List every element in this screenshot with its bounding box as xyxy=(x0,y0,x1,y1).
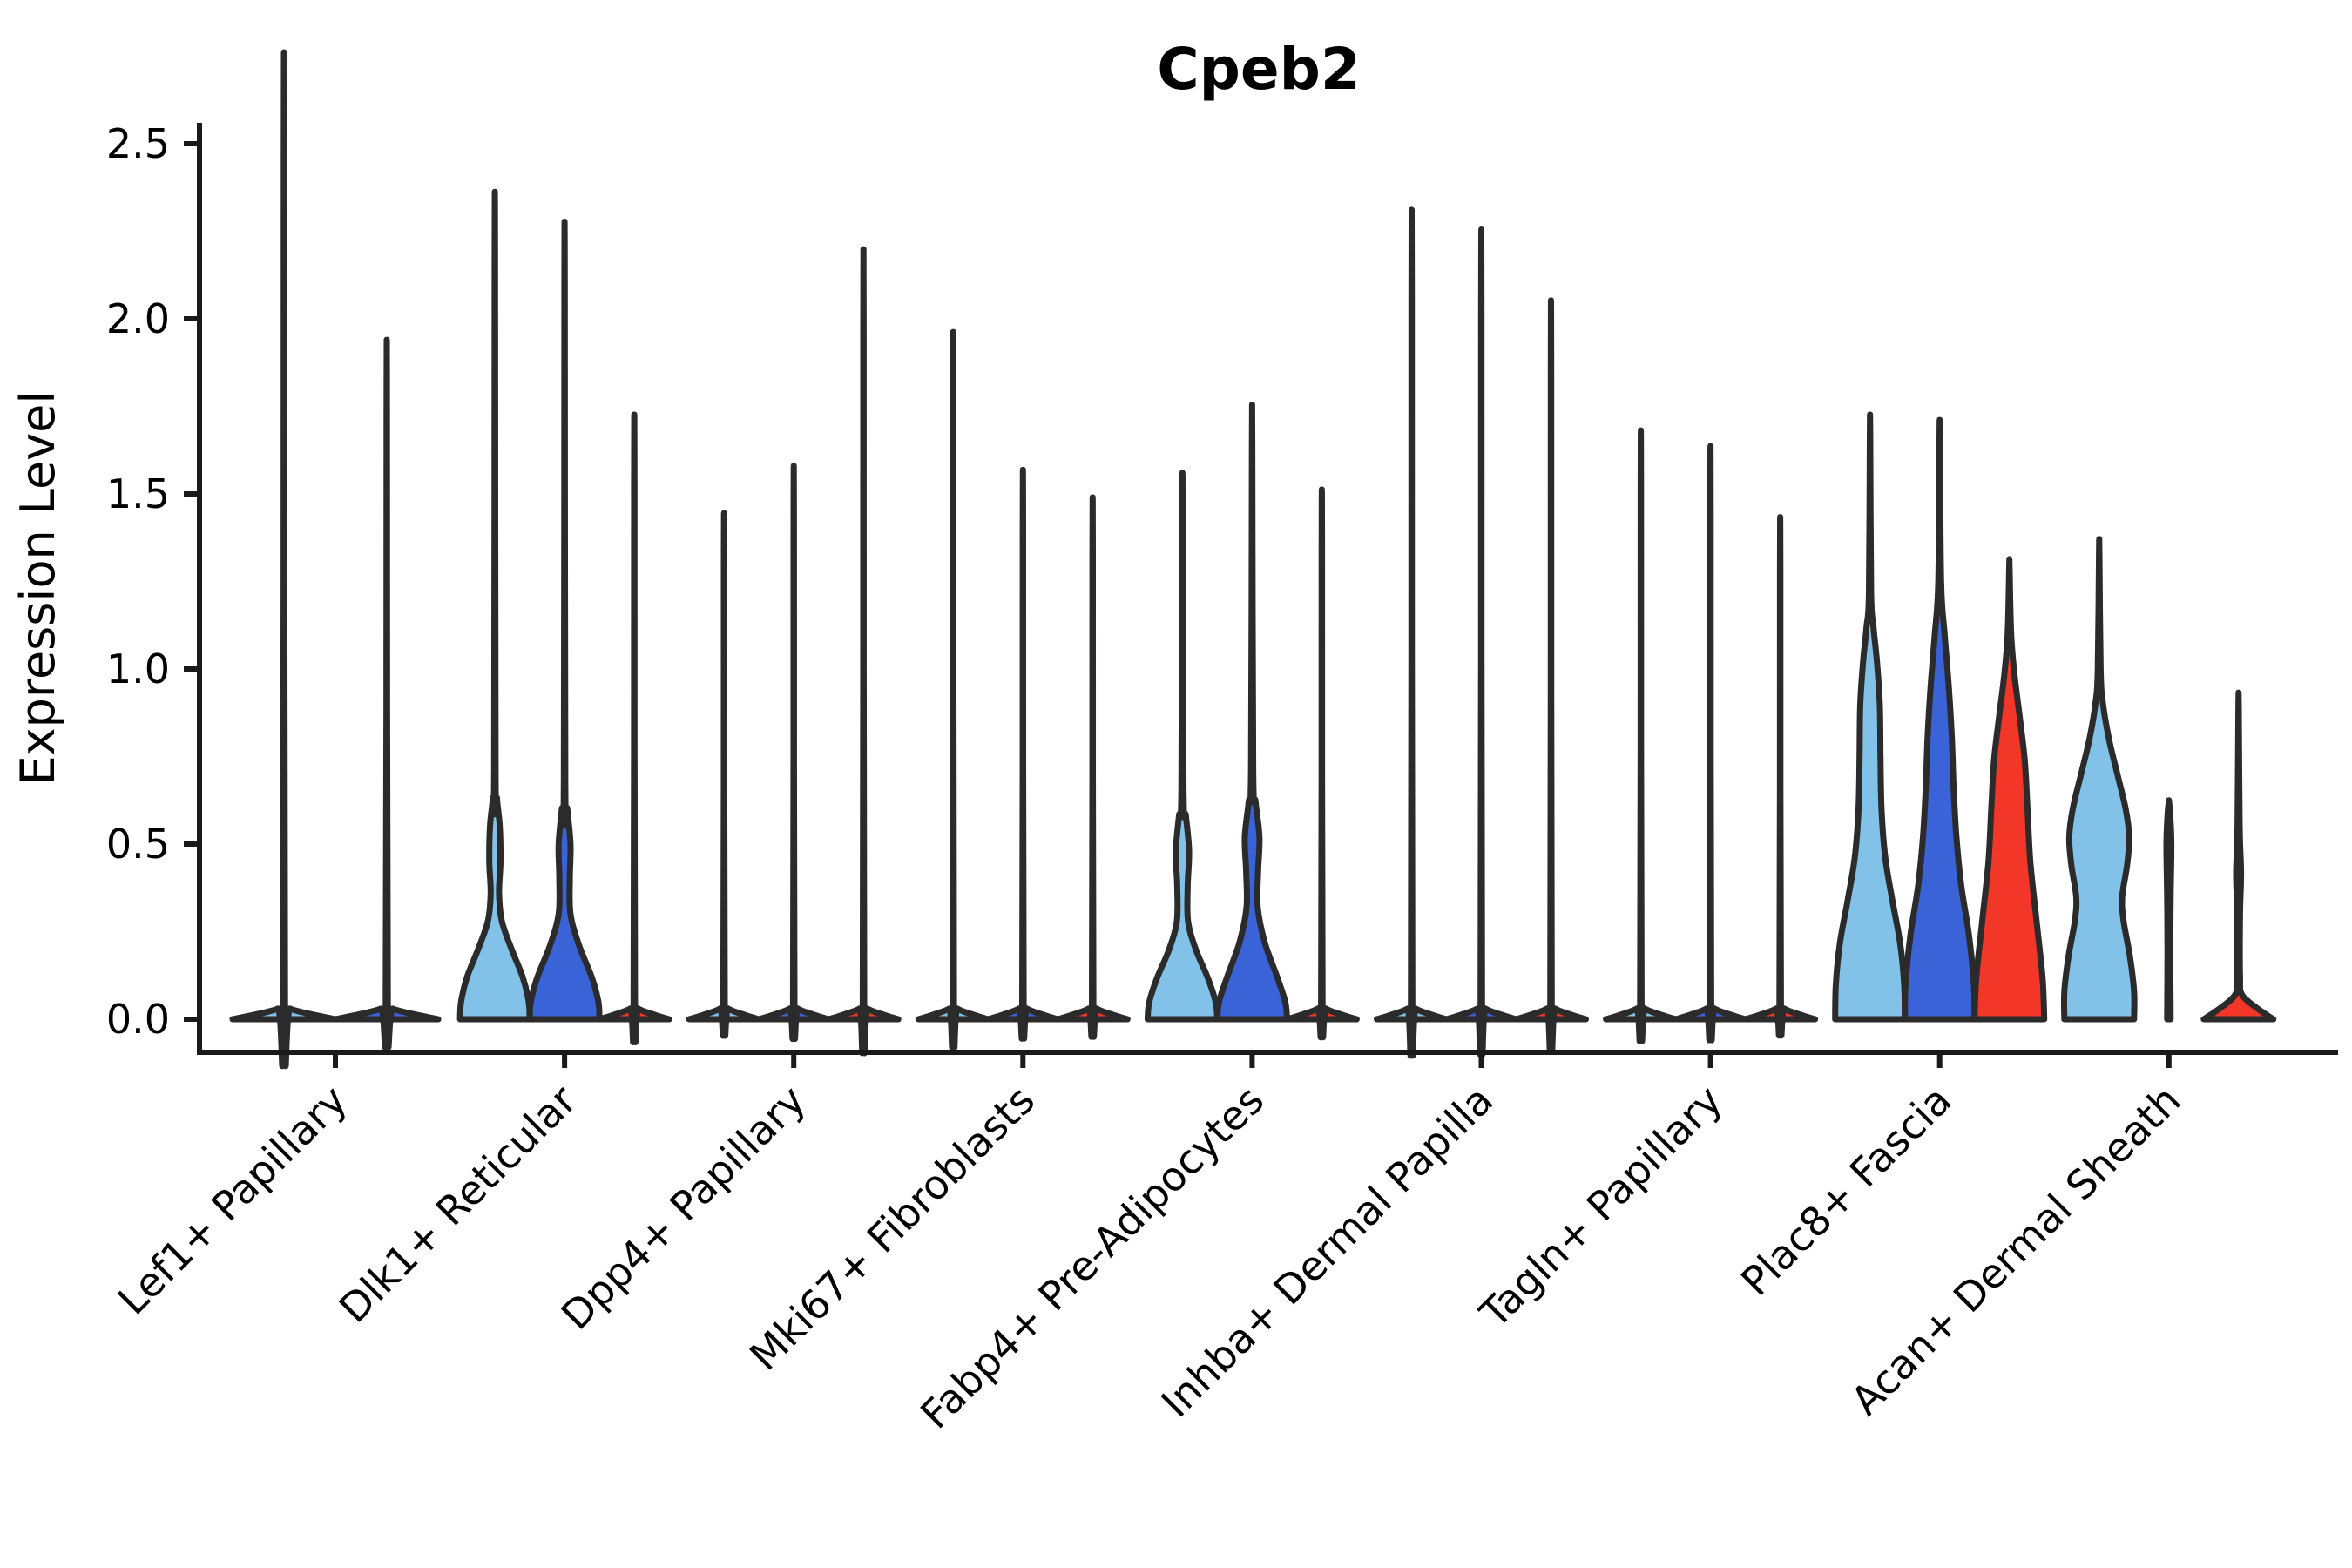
y-axis-label: Expression Level xyxy=(10,391,65,786)
x-tick-label: Dlk1+ Reticular xyxy=(330,1077,585,1332)
x-tick-label: Tagln+ Papillary xyxy=(1470,1077,1732,1338)
violin-cat5-group3 xyxy=(1513,297,1589,1053)
violin-cat1-group3 xyxy=(596,411,672,1045)
violin-cat6-group3 xyxy=(1742,514,1819,1038)
x-tick-label: Plac8+ Fascia xyxy=(1732,1077,1960,1305)
violin-cat7-group1 xyxy=(1832,411,1909,1023)
violins-layer xyxy=(229,49,2277,1069)
violin-cat7-group2 xyxy=(1902,416,1978,1023)
violin-cat2-group3 xyxy=(825,246,902,1057)
violin-cat1-group2 xyxy=(526,218,603,1023)
violin-cat6-group1 xyxy=(1603,427,1680,1044)
y-tick-label: 1.0 xyxy=(106,645,170,693)
axes-layer xyxy=(197,123,2338,1055)
violin-cat2-group1 xyxy=(686,510,762,1039)
y-tick-label: 0.5 xyxy=(106,821,170,868)
violin-cat8-group3 xyxy=(2200,689,2277,1023)
x-tick-label: Dpp4+ Papillary xyxy=(552,1077,814,1339)
x-tick-label: Lef1+ Papillary xyxy=(109,1077,356,1324)
y-tick-label: 2.5 xyxy=(106,120,170,167)
violin-cat3-group3 xyxy=(1054,494,1131,1040)
violin-cat0-group1 xyxy=(229,49,339,1069)
violin-cat7-group3 xyxy=(1971,556,2048,1023)
violin-cat4-group2 xyxy=(1213,402,1290,1023)
violin-cat3-group1 xyxy=(915,328,991,1051)
y-tick-label: 0.0 xyxy=(106,996,170,1043)
violin-cat8-group1 xyxy=(2060,536,2138,1023)
violin-cat4-group3 xyxy=(1283,486,1360,1041)
y-tick-label: 2.0 xyxy=(106,295,170,342)
violin-cat3-group2 xyxy=(984,466,1061,1042)
plot-title: Cpeb2 xyxy=(1157,36,1361,103)
y-tick-label: 1.5 xyxy=(106,470,170,517)
violin-cat5-group2 xyxy=(1443,226,1519,1058)
violin-cat6-group2 xyxy=(1673,443,1749,1044)
violin-cat8-group2 xyxy=(2163,797,2175,1023)
violin-cat5-group1 xyxy=(1374,206,1450,1059)
violin-cat0-group2 xyxy=(332,336,442,1051)
violin-cat4-group1 xyxy=(1144,470,1220,1023)
violin-cat1-group1 xyxy=(456,188,533,1023)
violin-cat2-group2 xyxy=(755,463,832,1043)
